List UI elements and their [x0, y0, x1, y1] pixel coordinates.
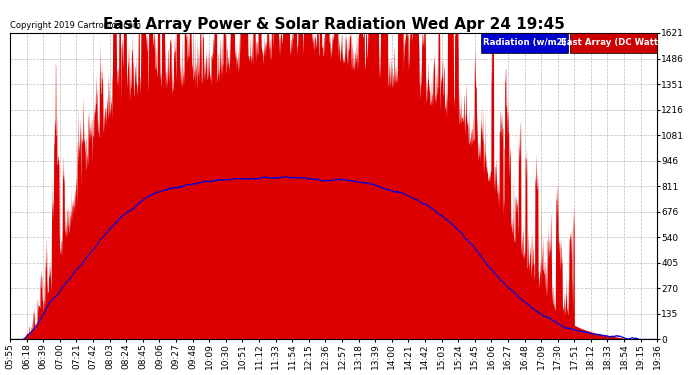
FancyBboxPatch shape [481, 33, 568, 53]
FancyBboxPatch shape [570, 33, 658, 53]
Text: Copyright 2019 Cartronics.com: Copyright 2019 Cartronics.com [10, 21, 141, 30]
Text: Radiation (w/m2): Radiation (w/m2) [482, 38, 566, 47]
Title: East Array Power & Solar Radiation Wed Apr 24 19:45: East Array Power & Solar Radiation Wed A… [103, 17, 564, 32]
Text: East Array (DC Watts): East Array (DC Watts) [560, 38, 667, 47]
